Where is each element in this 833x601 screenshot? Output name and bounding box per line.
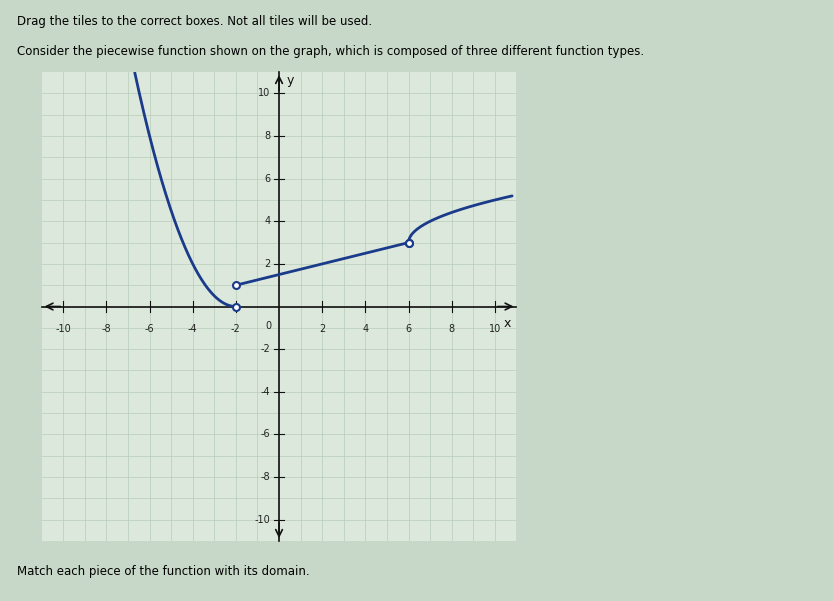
Text: 6: 6 — [406, 323, 412, 334]
Text: 6: 6 — [264, 174, 271, 184]
Text: 4: 4 — [264, 216, 271, 227]
Text: x: x — [504, 317, 511, 330]
Text: -8: -8 — [261, 472, 271, 482]
Text: Consider the piecewise function shown on the graph, which is composed of three d: Consider the piecewise function shown on… — [17, 45, 644, 58]
Text: 2: 2 — [319, 323, 326, 334]
Text: -8: -8 — [102, 323, 112, 334]
Text: -10: -10 — [55, 323, 71, 334]
Text: y: y — [287, 74, 294, 87]
Text: -4: -4 — [188, 323, 197, 334]
Text: 10: 10 — [258, 88, 271, 99]
Text: -2: -2 — [261, 344, 271, 354]
Text: Match each piece of the function with its domain.: Match each piece of the function with it… — [17, 565, 309, 578]
Text: 8: 8 — [264, 131, 271, 141]
Text: 0: 0 — [265, 322, 272, 331]
Text: 10: 10 — [489, 323, 501, 334]
Text: -6: -6 — [145, 323, 154, 334]
Text: 2: 2 — [264, 259, 271, 269]
Text: -6: -6 — [261, 429, 271, 439]
Text: Drag the tiles to the correct boxes. Not all tiles will be used.: Drag the tiles to the correct boxes. Not… — [17, 15, 372, 28]
Text: -4: -4 — [261, 386, 271, 397]
Text: 8: 8 — [449, 323, 455, 334]
Text: -2: -2 — [231, 323, 241, 334]
Text: 4: 4 — [362, 323, 368, 334]
Text: -10: -10 — [255, 514, 271, 525]
